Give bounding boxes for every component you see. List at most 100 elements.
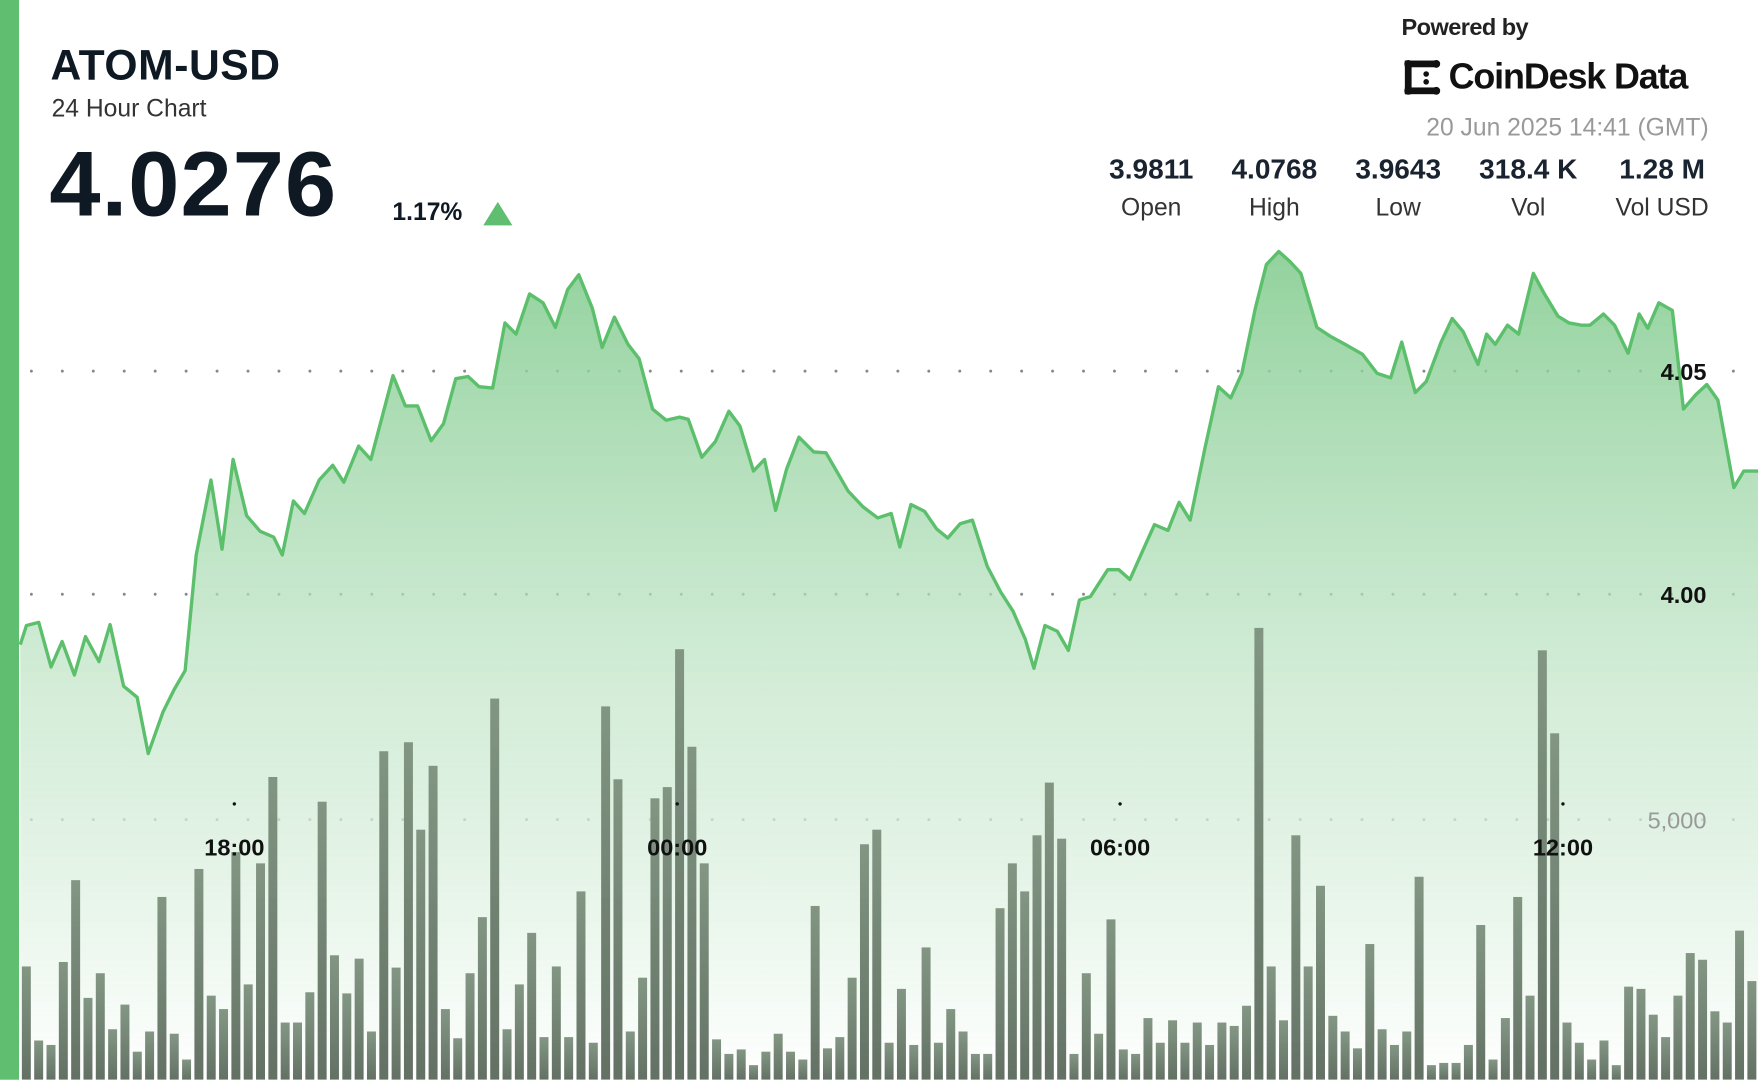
volume-bar — [1303, 966, 1313, 1080]
grid-dot — [60, 592, 64, 596]
stat-value: 3.9811 — [1109, 153, 1194, 185]
volume-bar — [1168, 1020, 1178, 1080]
volume-bar — [1439, 1062, 1449, 1080]
volume-bar — [1254, 627, 1264, 1080]
stat-value: 1.28 M — [1619, 153, 1705, 185]
time-tick-label: 06:00 — [1090, 834, 1150, 860]
volume-bar — [268, 776, 278, 1080]
volume-bar — [1192, 1022, 1202, 1080]
coindesk-logo: CoinDesk Data — [1402, 56, 1688, 97]
grid-dot — [896, 369, 900, 373]
stat-vol: 318.4 K Vol — [1479, 154, 1577, 222]
volume-bar — [564, 1037, 574, 1080]
chart-subtitle: 24 Hour Chart — [51, 94, 207, 123]
grid-dot — [1205, 369, 1209, 373]
price-tick-label: 4.05 — [1661, 359, 1707, 385]
stat-label: High — [1248, 192, 1300, 221]
volume-bar — [1316, 885, 1325, 1080]
volume-bar — [1451, 1062, 1461, 1080]
volume-bar — [58, 961, 68, 1080]
volume-bar — [970, 1053, 980, 1080]
volume-bar — [1402, 1031, 1412, 1080]
volume-bar — [859, 844, 869, 1080]
volume-bar — [231, 852, 241, 1080]
volume-bar — [662, 787, 672, 1080]
volume-bar — [465, 973, 475, 1080]
grid-dot — [1051, 592, 1055, 596]
volume-bar — [21, 966, 31, 1080]
stat-value: 318.4 K — [1479, 153, 1578, 185]
volume-bar — [182, 1059, 192, 1080]
grid-dot — [401, 369, 405, 373]
volume-bar — [1698, 959, 1708, 1080]
volume-bar — [1525, 995, 1535, 1080]
volume-bar — [1389, 1044, 1399, 1080]
grid-dot — [60, 369, 64, 373]
volume-bar — [1624, 986, 1634, 1080]
volume-bar — [1131, 1053, 1141, 1080]
volume-bar — [280, 1022, 290, 1080]
grid-dot — [463, 369, 467, 373]
volume-bar — [416, 829, 426, 1080]
grid-dot — [122, 592, 126, 596]
volume-bar — [206, 995, 216, 1080]
price-line — [18, 249, 1758, 756]
grid-dot — [153, 592, 157, 596]
stat-value: 4.0768 — [1231, 153, 1318, 185]
grid-dot — [1700, 369, 1704, 373]
volume-bar — [638, 977, 648, 1080]
volume-bar — [1673, 995, 1683, 1080]
grid-dot — [803, 369, 807, 373]
volume-bar — [896, 988, 906, 1080]
volume-bar — [83, 997, 93, 1080]
volume-bar — [1550, 733, 1560, 1080]
volume-bar — [1032, 835, 1042, 1080]
grid-dot — [648, 369, 652, 373]
volume-bar — [1710, 1011, 1720, 1080]
volume-bar — [1229, 1025, 1239, 1080]
volume-bar — [712, 1039, 722, 1080]
volume-bar — [946, 1009, 956, 1080]
grid-dot — [958, 369, 962, 373]
volume-bar — [453, 1038, 463, 1080]
grid-dot — [772, 369, 776, 373]
volume-bar — [256, 863, 266, 1080]
volume-bar — [1513, 896, 1523, 1080]
x-tick-mark — [232, 802, 237, 806]
volume-bar — [490, 698, 500, 1080]
grid-dot — [710, 369, 714, 373]
volume-bar — [1340, 1031, 1350, 1080]
grid-dot — [308, 369, 312, 373]
volume-bar — [1205, 1044, 1215, 1080]
volume-bar — [613, 779, 623, 1080]
volume-bar — [1488, 1059, 1498, 1080]
grid-dot — [1020, 369, 1024, 373]
grid-dot — [91, 369, 95, 373]
stat-label: Low — [1375, 192, 1421, 221]
volume-bar — [601, 706, 611, 1080]
volume-bar — [1328, 1015, 1338, 1080]
volume-bar — [1661, 1037, 1671, 1080]
volume-bar — [95, 973, 105, 1080]
grid-dot — [29, 592, 33, 596]
volume-bar — [1242, 1005, 1252, 1080]
stat-high: 4.0768 High — [1231, 154, 1317, 222]
volume-bar — [699, 863, 709, 1080]
volume-bar — [34, 1040, 44, 1080]
pair-title: ATOM-USD — [50, 42, 281, 90]
volume-bar — [514, 984, 524, 1080]
logo-text: CoinDesk Data — [1448, 56, 1689, 97]
stat-label: Open — [1121, 192, 1182, 221]
volume-bar — [1180, 1042, 1190, 1080]
grid-dot — [1051, 369, 1055, 373]
grid-dot — [1020, 592, 1024, 596]
volume-bar — [835, 1037, 845, 1080]
volume-bar — [1599, 1040, 1609, 1080]
volume-bar — [527, 932, 537, 1080]
volume-bar — [1747, 981, 1757, 1080]
volume-bar — [1611, 1065, 1621, 1080]
volume-bar — [958, 1031, 968, 1080]
volume-bar — [366, 1031, 376, 1080]
grid-dot — [339, 369, 343, 373]
